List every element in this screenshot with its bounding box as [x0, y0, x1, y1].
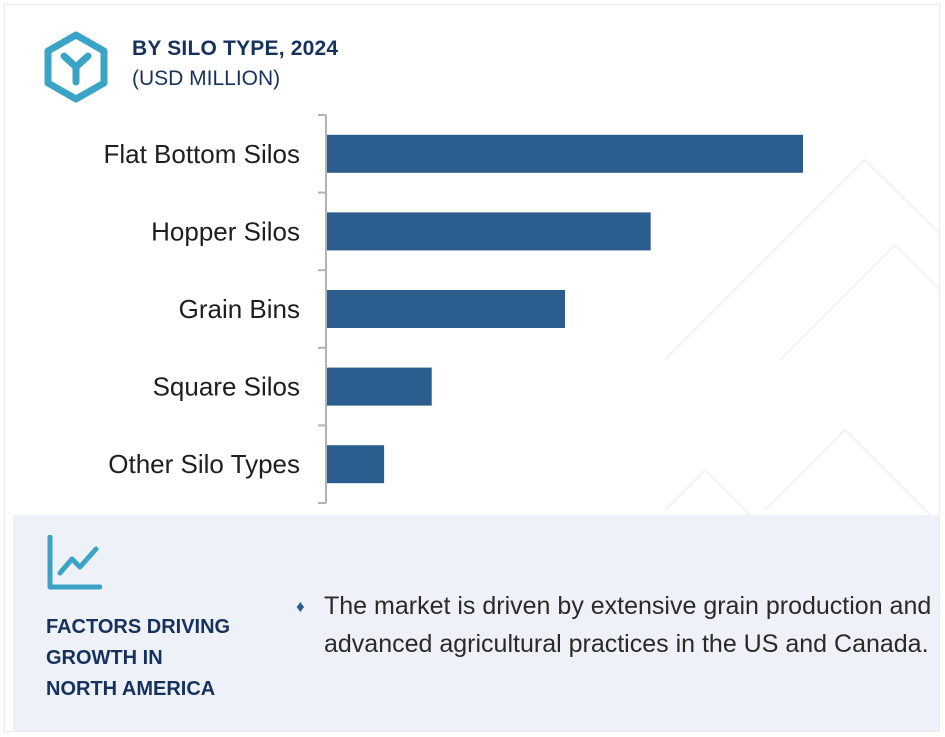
- category-label: Other Silo Types: [108, 449, 300, 479]
- category-label: Square Silos: [153, 372, 300, 402]
- factors-heading: FACTORS DRIVING GROWTH IN NORTH AMERICA: [46, 612, 276, 705]
- bar-hopper-silos: [327, 212, 651, 251]
- factors-description: The market is driven by extensive grain …: [324, 592, 932, 658]
- chart-subtitle: (USD MILLION): [132, 67, 281, 90]
- bar-grain-bins: [327, 290, 565, 328]
- category-label: Grain Bins: [179, 294, 300, 324]
- factors-heading-line: FACTORS DRIVING: [46, 616, 231, 638]
- hexagon-y-icon: [44, 31, 108, 103]
- bar-other-silo-types: [327, 445, 385, 484]
- factors-panel: FACTORS DRIVING GROWTH IN NORTH AMERICA …: [13, 515, 939, 731]
- category-label: Hopper Silos: [151, 216, 300, 246]
- background-decoration: [664, 158, 939, 531]
- diamond-bullet-icon: ♦: [296, 597, 305, 616]
- chart-title: BY SILO TYPE, 2024: [132, 37, 339, 60]
- bar-flat-bottom-silos: [327, 134, 803, 173]
- factors-heading-line: GROWTH IN: [46, 647, 163, 669]
- bar-square-silos: [327, 367, 432, 406]
- line-chart-icon: [47, 535, 102, 590]
- factors-heading-line: NORTH AMERICA: [46, 678, 216, 700]
- chart-card: BY SILO TYPE, 2024 (USD MILLION) Flat Bo…: [4, 4, 940, 732]
- category-label: Flat Bottom Silos: [103, 139, 300, 169]
- bar-chart: Flat Bottom Silos Hopper Silos Grain Bins S…: [103, 114, 803, 504]
